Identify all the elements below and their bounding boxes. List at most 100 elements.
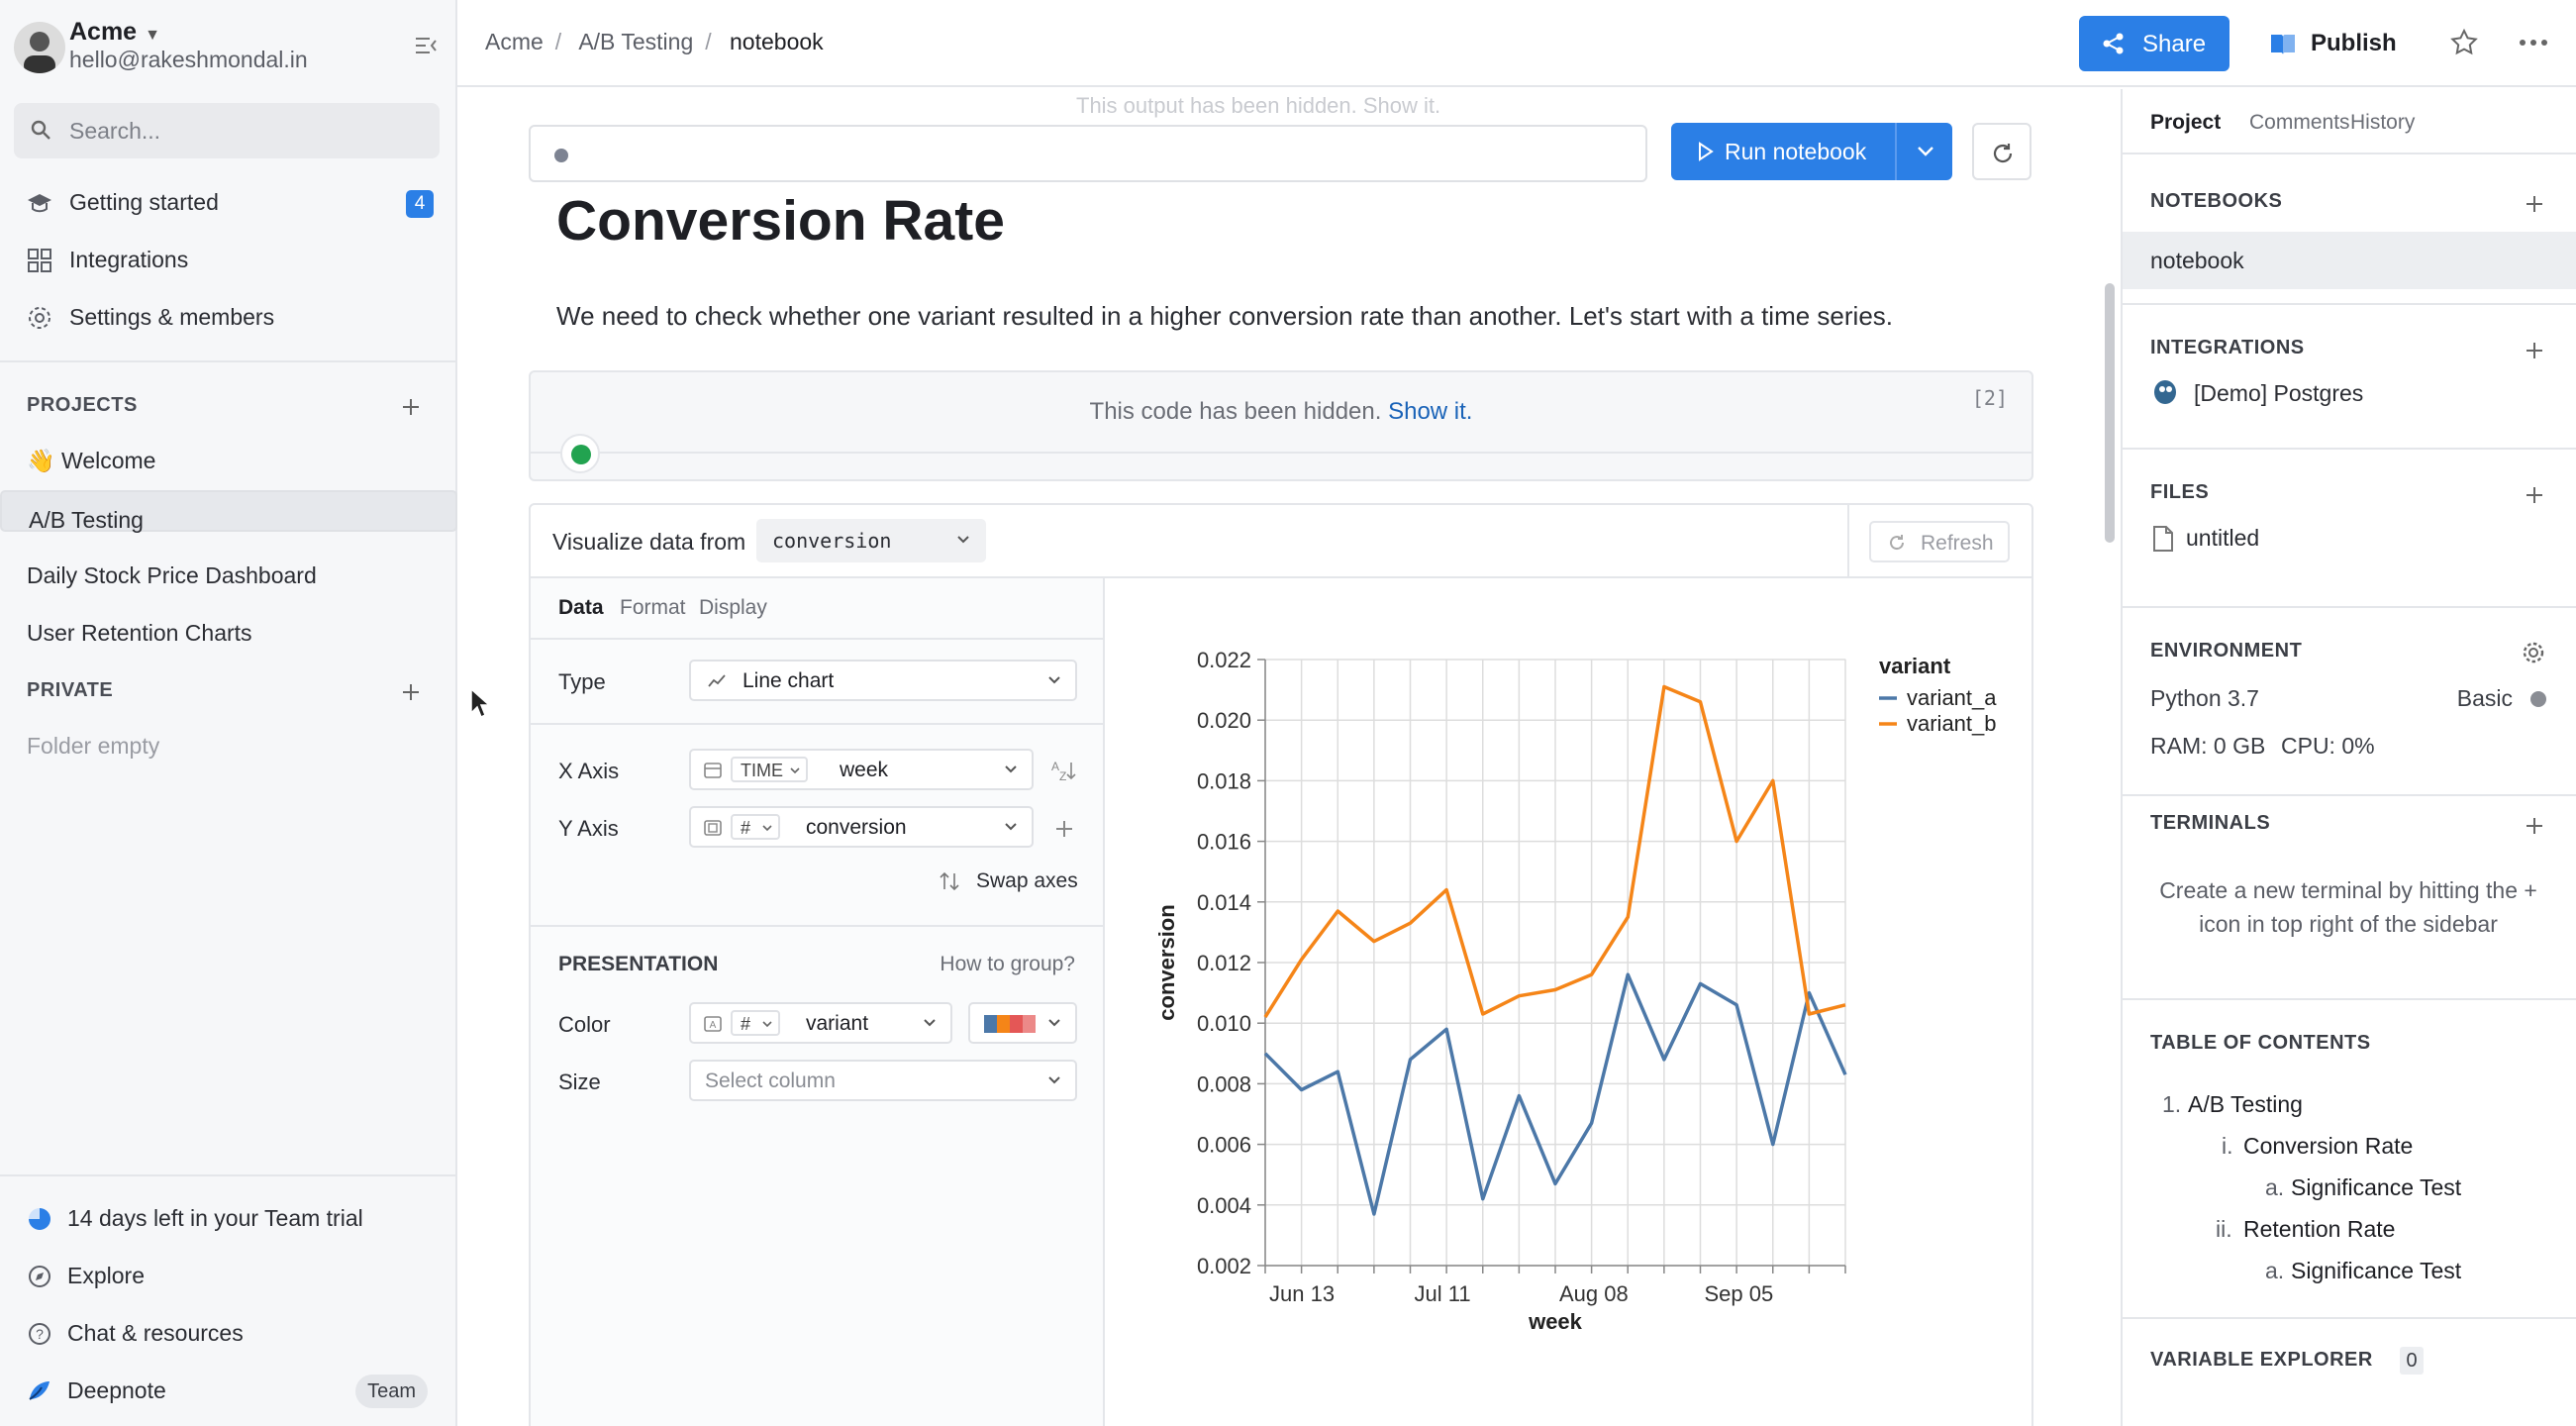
toc-label: Conversion Rate	[2243, 1133, 2414, 1159]
tab-data[interactable]: Data	[558, 596, 604, 619]
size-column-select[interactable]: Select column	[689, 1060, 1077, 1101]
viz-tabs: Data Format Display	[531, 578, 1103, 640]
y-axis-select[interactable]: # conversion	[689, 806, 1034, 848]
mouse-cursor-icon	[470, 687, 491, 719]
divider	[2123, 153, 2576, 154]
breadcrumb-project[interactable]: A/B Testing	[578, 29, 694, 54]
chart-lines	[1263, 684, 1847, 1216]
chevron-down-icon	[1005, 765, 1017, 773]
files-heading: FILES	[2150, 481, 2210, 503]
refresh-notebook-button[interactable]	[1972, 123, 2031, 180]
add-notebook-icon[interactable]	[2523, 192, 2546, 216]
toc-label: A/B Testing	[2188, 1091, 2303, 1117]
chevron-down-icon: ▼	[145, 27, 160, 44]
x-type-pill[interactable]: TIME	[731, 757, 808, 782]
postgres-icon	[2154, 380, 2176, 404]
nav-explore[interactable]: Explore	[0, 1248, 457, 1305]
project-label: 👋 Welcome	[27, 448, 156, 473]
divider	[531, 723, 1103, 725]
nav-label: Explore	[67, 1263, 145, 1288]
nav-integrations[interactable]: Integrations	[0, 232, 457, 289]
publish-button[interactable]: Publish	[2265, 16, 2414, 71]
vertical-scrollbar[interactable]	[2105, 283, 2115, 543]
nav-settings[interactable]: Settings & members	[0, 289, 457, 347]
play-icon	[1699, 142, 1714, 161]
size-label: Size	[558, 1070, 601, 1094]
size-placeholder: Select column	[705, 1070, 836, 1092]
svg-text:A: A	[710, 1020, 717, 1031]
integration-item[interactable]: [Demo] Postgres	[2150, 376, 2546, 412]
machine-type[interactable]: Basic	[2456, 685, 2513, 711]
notebook-item[interactable]: notebook	[2123, 232, 2576, 289]
y-tick-label: 0.006	[1197, 1133, 1251, 1158]
machine-status-dot	[2530, 691, 2546, 707]
breadcrumb-workspace[interactable]: Acme	[485, 29, 544, 54]
add-terminal-icon[interactable]	[2523, 814, 2546, 838]
show-code-link[interactable]: Show it.	[1388, 398, 1473, 425]
trial-notice[interactable]: 14 days left in your Team trial	[0, 1190, 457, 1248]
gear-icon[interactable]	[2521, 640, 2546, 665]
trial-text: 14 days left in your Team trial	[67, 1205, 363, 1231]
add-private-icon[interactable]	[398, 679, 424, 705]
chart-area: 0.022 0.020 0.018 0.016 0.014 0.012 0.010 0.008…	[1107, 578, 2031, 1426]
color-column-select[interactable]: A # variant	[689, 1002, 952, 1044]
share-button[interactable]: Share	[2079, 16, 2229, 71]
more-options-icon[interactable]	[2517, 28, 2550, 57]
project-welcome[interactable]: 👋 Welcome	[0, 433, 457, 490]
y-tick-label: 0.008	[1197, 1071, 1251, 1096]
color-column-value: variant	[806, 1012, 869, 1035]
color-type-pill[interactable]: #	[731, 1010, 780, 1036]
y-tick-label: 0.022	[1197, 648, 1251, 672]
project-ab-testing[interactable]: A/B Testing	[0, 490, 457, 533]
chart-type-select[interactable]: Line chart	[689, 660, 1077, 701]
y-tick-label: 0.020	[1197, 708, 1251, 733]
run-notebook-button[interactable]: Run notebook	[1671, 123, 1952, 180]
chevron-down-icon	[762, 825, 772, 832]
y-axis-title: conversion	[1154, 904, 1179, 1020]
collapse-sidebar-icon[interactable]	[412, 32, 440, 59]
viz-refresh-button[interactable]: Refresh	[1869, 521, 2010, 562]
y-tick-label: 0.018	[1197, 768, 1251, 793]
workspace-switcher[interactable]: Acme ▼ hello@rakeshmondal.in	[14, 16, 440, 75]
divider	[2123, 606, 2576, 608]
search-box[interactable]	[14, 103, 440, 158]
viz-source-select[interactable]: conversion	[756, 519, 986, 562]
tab-project[interactable]: Project	[2150, 111, 2222, 134]
x-axis-value: week	[840, 759, 889, 781]
how-to-group-link[interactable]: How to group?	[940, 953, 1075, 975]
x-axis-select[interactable]: TIME week	[689, 749, 1034, 790]
star-icon[interactable]	[2449, 28, 2479, 57]
notebook-command-bar[interactable]	[529, 125, 1647, 182]
file-item[interactable]: untitled	[2150, 521, 2546, 557]
nav-deepnote[interactable]: Deepnote Team	[0, 1363, 457, 1420]
tab-display[interactable]: Display	[699, 596, 767, 619]
add-integration-icon[interactable]	[2523, 339, 2546, 362]
swap-axes-button[interactable]: Swap axes	[939, 866, 1087, 899]
book-icon	[2271, 35, 2295, 54]
notebooks-heading: NOTEBOOKS	[2150, 190, 2283, 212]
project-user-retention[interactable]: User Retention Charts	[0, 605, 457, 662]
python-version: Python 3.7	[2150, 685, 2259, 711]
folder-empty-text: Folder empty	[27, 733, 160, 759]
y-type-pill[interactable]: #	[731, 814, 780, 840]
add-file-icon[interactable]	[2523, 483, 2546, 507]
nav-label: Integrations	[69, 247, 189, 272]
tab-format[interactable]: Format	[620, 596, 686, 619]
success-check-icon	[560, 434, 600, 473]
tab-comments[interactable]: Comments	[2249, 111, 2350, 134]
chevron-down-icon	[762, 1021, 772, 1028]
tab-history[interactable]: History	[2350, 111, 2416, 134]
svg-text:A: A	[1051, 760, 1059, 773]
run-options-dropdown[interactable]	[1895, 123, 1952, 180]
project-daily-stock[interactable]: Daily Stock Price Dashboard	[0, 548, 457, 605]
search-input[interactable]	[69, 113, 426, 149]
nav-getting-started[interactable]: Getting started 4	[0, 174, 457, 232]
sort-az-icon[interactable]: AZ	[1049, 759, 1079, 782]
color-scheme-select[interactable]	[968, 1002, 1077, 1044]
toc-label: Significance Test	[2291, 1174, 2462, 1200]
add-series-icon[interactable]	[1053, 818, 1075, 840]
grid-icon	[28, 249, 51, 272]
nav-chat-resources[interactable]: ? Chat & resources	[0, 1305, 457, 1363]
add-project-icon[interactable]	[398, 394, 424, 420]
